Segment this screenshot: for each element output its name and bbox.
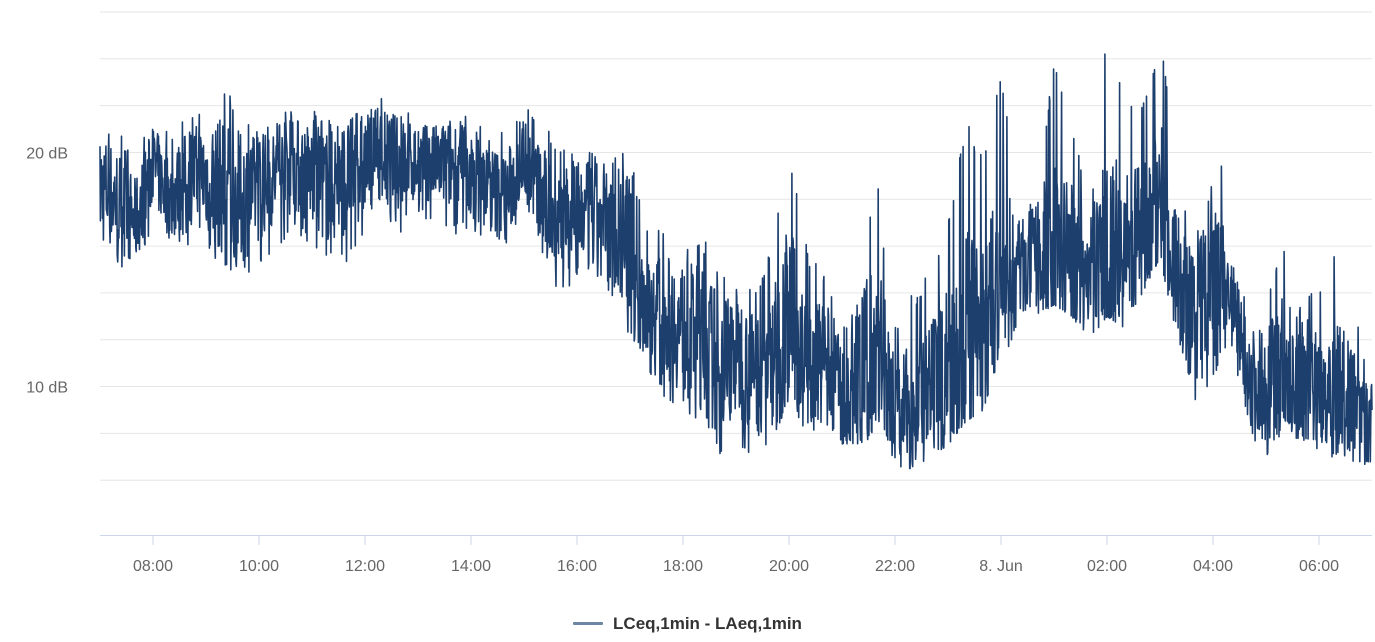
x-tick-label: 08:00 — [133, 558, 173, 575]
y-axis-labels: 10 dB 20 dB — [26, 145, 68, 396]
x-tick-label: 02:00 — [1087, 558, 1127, 575]
series-line — [99, 53, 1373, 470]
x-axis — [100, 535, 1372, 545]
x-axis-labels: 08:00 10:00 12:00 14:00 16:00 18:00 20:00 22:00… — [133, 558, 1339, 575]
x-tick-label: 04:00 — [1193, 558, 1233, 575]
x-tick-label: 20:00 — [769, 558, 809, 575]
x-tick-label: 8. Jun — [979, 558, 1023, 575]
x-tick-label: 10:00 — [239, 558, 279, 575]
x-tick-label: 16:00 — [557, 558, 597, 575]
series-group — [99, 53, 1373, 470]
legend-item[interactable]: LCeq,1min - LAeq,1min — [573, 614, 802, 634]
y-tick-label: 20 dB — [26, 145, 68, 162]
y-tick-label: 10 dB — [26, 380, 68, 397]
x-tick-label: 14:00 — [451, 558, 491, 575]
x-tick-label: 18:00 — [663, 558, 703, 575]
x-tick-label: 22:00 — [875, 558, 915, 575]
x-tick-label: 12:00 — [345, 558, 385, 575]
legend-label: LCeq,1min - LAeq,1min — [613, 613, 802, 633]
legend: LCeq,1min - LAeq,1min — [0, 612, 1375, 634]
legend-line-icon — [573, 622, 604, 625]
x-tick-label: 06:00 — [1299, 558, 1339, 575]
